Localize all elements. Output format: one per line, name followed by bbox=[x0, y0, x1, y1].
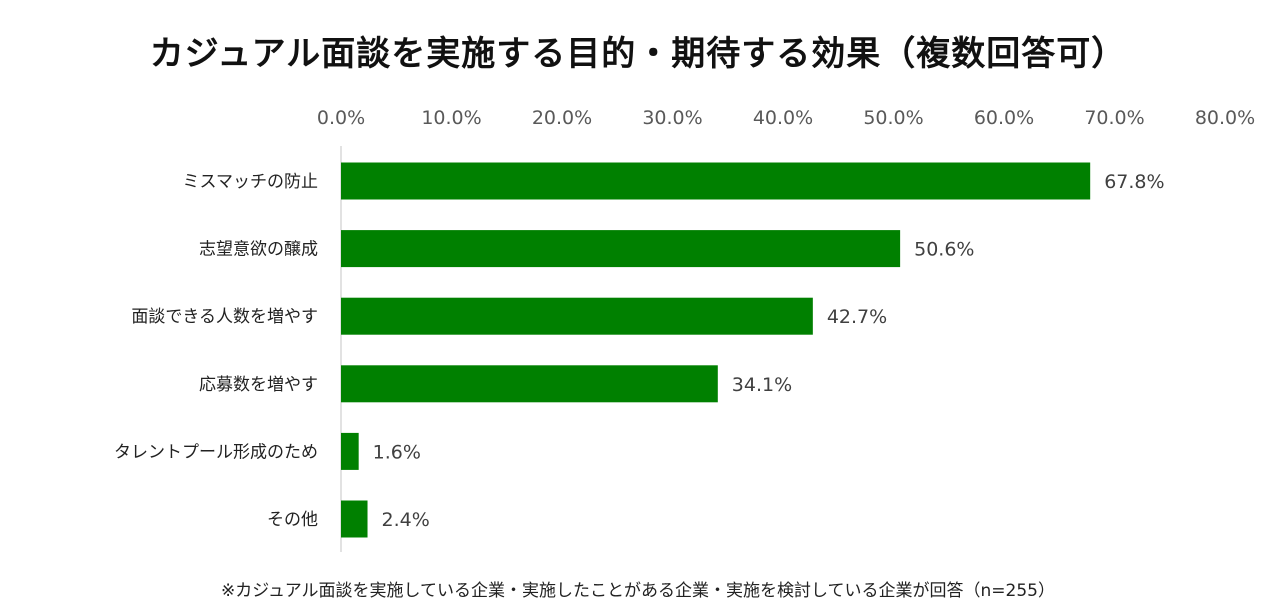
data-label: 2.4% bbox=[382, 509, 430, 531]
x-tick-label: 20.0% bbox=[532, 107, 592, 129]
bars: ミスマッチの防止 67.8% 志望意欲の醸成 50.6% 面談できる人数を増やす 42.7… bbox=[114, 162, 1165, 538]
category-label: タレントプール形成のため bbox=[114, 442, 318, 462]
category-label: 応募数を増やす bbox=[199, 375, 318, 395]
chart-title: カジュアル面談を実施する目的・期待する効果（複数回答可） bbox=[149, 34, 1127, 74]
bar bbox=[341, 365, 718, 403]
data-label: 42.7% bbox=[827, 306, 887, 328]
category-label: 面談できる人数を増やす bbox=[131, 307, 318, 327]
bar bbox=[341, 297, 813, 335]
data-label: 34.1% bbox=[732, 374, 792, 396]
data-label: 1.6% bbox=[373, 441, 421, 463]
bar bbox=[341, 432, 359, 470]
category-label: その他 bbox=[267, 510, 318, 530]
bar bbox=[341, 500, 368, 538]
x-tick-label: 0.0% bbox=[317, 107, 365, 129]
x-tick-label: 60.0% bbox=[974, 107, 1034, 129]
x-tick-label: 10.0% bbox=[421, 107, 481, 129]
category-label: 志望意欲の醸成 bbox=[199, 240, 318, 260]
category-label: ミスマッチの防止 bbox=[183, 172, 319, 192]
x-axis-ticks: 0.0% 10.0% 20.0% 30.0% 40.0% 50.0% 60.0% 70.0% 8… bbox=[317, 107, 1255, 129]
chart-footnote: ※カジュアル面談を実施している企業・実施したことがある企業・実施を検討している企… bbox=[221, 581, 1055, 601]
data-label: 67.8% bbox=[1104, 171, 1164, 193]
data-label: 50.6% bbox=[914, 239, 974, 261]
x-tick-label: 80.0% bbox=[1195, 107, 1255, 129]
bar bbox=[341, 162, 1091, 200]
x-tick-label: 30.0% bbox=[642, 107, 702, 129]
x-tick-label: 40.0% bbox=[753, 107, 813, 129]
x-tick-label: 50.0% bbox=[863, 107, 923, 129]
bar bbox=[341, 230, 901, 268]
x-tick-label: 70.0% bbox=[1084, 107, 1144, 129]
